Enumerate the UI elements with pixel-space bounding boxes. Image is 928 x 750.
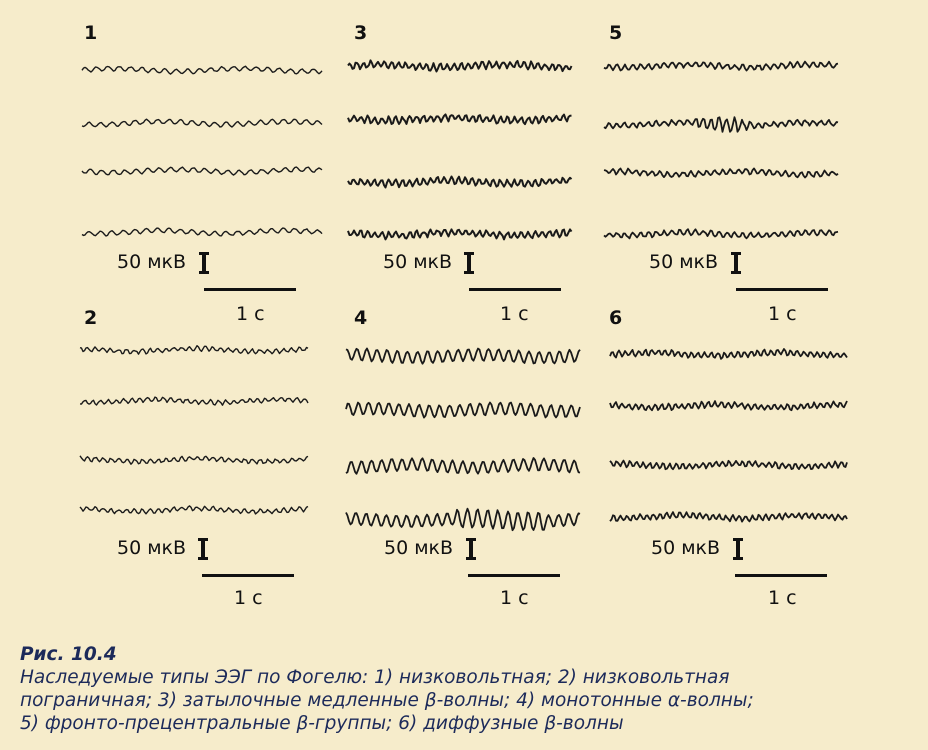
panel-5-eeg-trace-1 <box>603 60 839 72</box>
panel-4-time-bar <box>468 574 560 577</box>
panel-5-eeg-trace-4 <box>603 228 839 240</box>
panel-3-time-bar <box>469 288 561 291</box>
panel-2-eeg-trace-2 <box>79 396 309 406</box>
panel-3-eeg-trace-1 <box>347 59 573 73</box>
panel-2-time-label: 1 с <box>234 587 263 609</box>
panel-5-eeg-trace-3 <box>603 167 839 179</box>
figure-caption: Рис. 10.4 Наследуемые типы ЭЭГ по Фогелю… <box>20 643 920 735</box>
panel-6-amplitude-bar <box>733 538 743 560</box>
panel-2-amplitude-bar <box>198 538 208 560</box>
panel-3-eeg-trace-2 <box>347 113 572 126</box>
caption-line-2: пограничная; 3) затылочные медленные β-в… <box>20 690 754 711</box>
caption-line-1: Наследуемые типы ЭЭГ по Фогелю: 1) низко… <box>20 667 730 688</box>
panel-2-eeg-trace-4 <box>79 505 309 515</box>
panel-3-number: 3 <box>354 22 368 44</box>
panel-1-time-bar <box>204 288 296 291</box>
panel-2-amplitude-label: 50 мкВ <box>117 537 187 559</box>
panel-6-time-bar <box>735 574 827 577</box>
panel-4-amplitude-bar <box>466 538 476 560</box>
panel-4-amplitude-label: 50 мкВ <box>384 537 454 559</box>
eeg-traces <box>79 59 848 532</box>
panel-1-time-label: 1 с <box>236 303 265 325</box>
panel-1-amplitude-label: 50 мкВ <box>117 251 187 273</box>
panel-5-time-label: 1 с <box>768 303 797 325</box>
panel-6-eeg-trace-2 <box>609 400 848 412</box>
panel-6-eeg-trace-4 <box>609 511 848 523</box>
panel-1-number: 1 <box>84 22 98 44</box>
caption-title: Рис. 10.4 <box>20 644 117 665</box>
panel-2-eeg-trace-3 <box>79 455 309 465</box>
panel-4-eeg-trace-3 <box>345 457 581 475</box>
panel-1-eeg-trace-3 <box>81 166 323 176</box>
panel-6-time-label: 1 с <box>768 587 797 609</box>
panel-3-eeg-trace-3 <box>347 175 573 189</box>
panel-4-eeg-trace-1 <box>345 347 581 365</box>
panel-3-eeg-trace-4 <box>347 228 573 241</box>
eeg-figure: 1 50 мкВ 1 с 3 50 мкВ 1 с 5 50 мкВ 1 с 2… <box>79 22 848 609</box>
panel-2-number: 2 <box>84 307 98 329</box>
panel-4-eeg-trace-2 <box>345 401 581 419</box>
panel-5-number: 5 <box>609 22 623 44</box>
panel-1-amplitude-bar <box>199 252 209 274</box>
panel-3-amplitude-bar <box>464 252 474 274</box>
panel-2-eeg-trace-1 <box>79 345 309 355</box>
panel-1-eeg-trace-2 <box>81 118 323 128</box>
panel-2-time-bar <box>202 574 294 577</box>
panel-3-time-label: 1 с <box>500 303 529 325</box>
panel-5-amplitude-label: 50 мкВ <box>649 251 719 273</box>
panel-5-eeg-trace-2 <box>603 116 839 133</box>
panel-4-number: 4 <box>354 307 368 329</box>
panel-3-amplitude-label: 50 мкВ <box>383 251 453 273</box>
panel-6-amplitude-label: 50 мкВ <box>651 537 721 559</box>
panel-6-eeg-trace-1 <box>609 348 848 360</box>
panel-6-number: 6 <box>609 307 623 329</box>
panel-6-eeg-trace-3 <box>609 459 848 471</box>
panel-5-time-bar <box>736 288 828 291</box>
panel-4-eeg-trace-4 <box>345 507 581 532</box>
panel-1-eeg-trace-4 <box>81 227 323 237</box>
panel-1-eeg-trace-1 <box>81 65 323 75</box>
caption-line-3: 5) фронто-прецентральные β-группы; 6) ди… <box>20 713 624 734</box>
panel-5-amplitude-bar <box>731 252 741 274</box>
panel-4-time-label: 1 с <box>500 587 529 609</box>
